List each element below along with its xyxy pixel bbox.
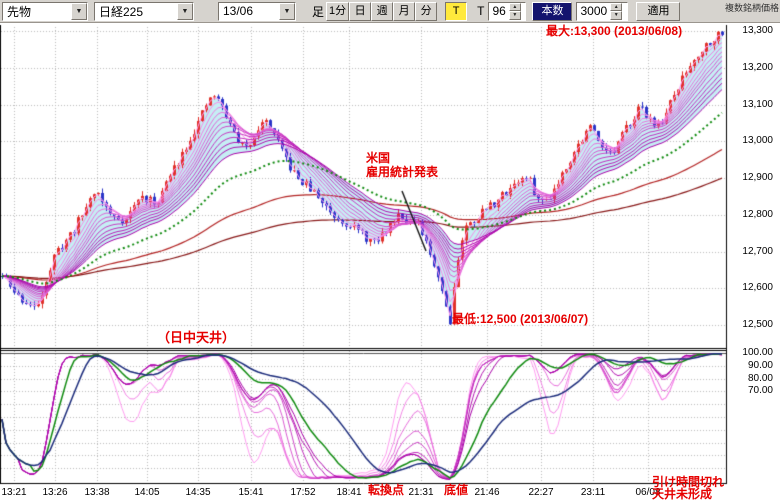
spin-down-icon[interactable]: ▼ — [508, 11, 521, 20]
window-corner-text: 複数銘柄価格 — [724, 3, 779, 13]
bar-period-button-week[interactable]: 週 — [371, 1, 394, 21]
symbol-select[interactable]: 日経225 ▼ — [94, 1, 194, 21]
spin-up-icon[interactable]: ▲ — [610, 2, 623, 11]
instrument-select[interactable]: 先物 ▼ — [2, 1, 88, 21]
bar-count-spinner[interactable]: 3000 ▲ ▼ — [576, 1, 629, 21]
bar-period-button-month[interactable]: 月 — [393, 1, 416, 21]
symbol-value: 日経225 — [99, 4, 144, 19]
bar-type-label: 足 — [312, 4, 325, 19]
instrument-value: 先物 — [7, 4, 32, 19]
spin-up-icon[interactable]: ▲ — [508, 2, 521, 11]
apply-button[interactable]: 適用 — [636, 1, 681, 21]
bar-period-button-day[interactable]: 日 — [349, 1, 372, 21]
toolbar: 先物 ▼ 日経225 ▼ 13/06 ▼ 足 1分 日 週 月 分 T T 96… — [0, 0, 780, 23]
bar-count-value: 3000 — [580, 3, 608, 18]
bar-count-toggle[interactable]: 本数 — [532, 1, 573, 21]
chevron-down-icon[interactable]: ▼ — [177, 2, 193, 20]
contract-value: 13/06 — [223, 4, 254, 18]
tick-count-value: 96 — [492, 3, 506, 18]
spin-down-icon[interactable]: ▼ — [610, 11, 623, 20]
tick-label: T — [477, 4, 485, 18]
contract-month-select[interactable]: 13/06 ▼ — [218, 1, 296, 21]
chevron-down-icon[interactable]: ▼ — [71, 2, 87, 20]
price-chart-canvas[interactable] — [0, 23, 780, 500]
bar-period-button-1min[interactable]: 1分 — [326, 1, 350, 21]
bar-period-button-minute[interactable]: 分 — [415, 1, 438, 21]
tick-mode-button[interactable]: T — [445, 1, 468, 21]
tick-count-spinner[interactable]: 96 ▲ ▼ — [488, 1, 527, 21]
chevron-down-icon[interactable]: ▼ — [279, 2, 295, 20]
